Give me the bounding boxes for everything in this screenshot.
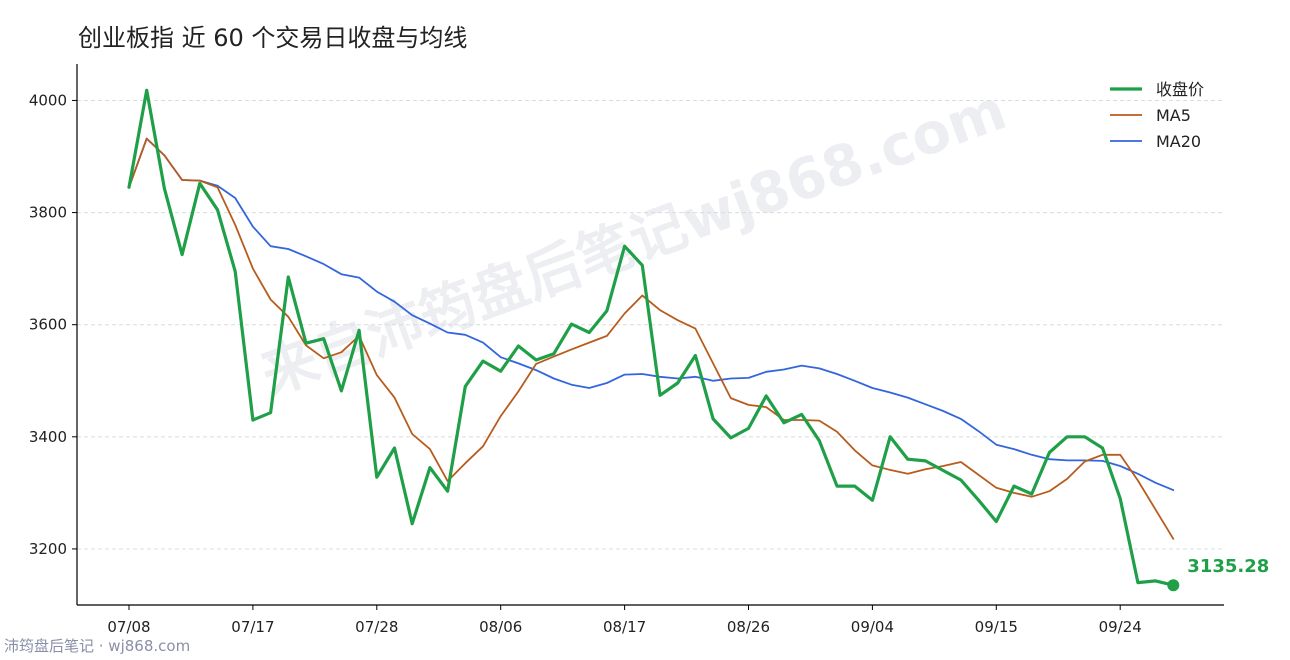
watermark-text: 来自沛筠盘后笔记wj868.com [253,77,1015,407]
grid-lines [77,99,1224,550]
footer-watermark: 沛筠盘后笔记 · wj868.com [4,637,191,655]
y-tick-label: 3200 [29,540,67,558]
chart-title: 创业板指 近 60 个交易日收盘与均线 [78,24,468,52]
series-line-close [127,88,1175,587]
legend: 收盘价 MA5 MA20 [1110,80,1204,151]
x-tick-label: 09/15 [975,618,1018,636]
x-axis-ticks: 07/08 07/17 07/28 08/06 08/17 08/26 09/04 09/15… [107,605,1142,636]
last-value-label: 3135.28 [1187,556,1269,577]
axes [76,64,1224,606]
legend-label: 收盘价 [1156,80,1204,99]
last-value-marker: 3135.28 [1167,556,1269,592]
y-tick-label: 3800 [29,204,67,222]
x-tick-label: 08/17 [603,618,646,636]
x-tick-label: 09/24 [1099,618,1142,636]
x-tick-label: 09/04 [851,618,894,636]
x-tick-label: 07/08 [107,618,150,636]
y-axis-ticks: 3200 3400 3600 3800 4000 [29,91,77,558]
y-tick-label: 3400 [29,428,67,446]
watermark: 来自沛筠盘后笔记wj868.com [253,77,1015,407]
legend-label: MA5 [1156,106,1191,125]
series-line-ma5 [128,137,1175,540]
legend-label: MA20 [1156,132,1201,151]
x-tick-label: 08/06 [479,618,522,636]
series-line-ma20 [128,137,1175,492]
x-tick-label: 07/28 [355,618,398,636]
y-tick-label: 4000 [29,91,67,109]
x-tick-label: 07/17 [231,618,274,636]
series-lines [127,88,1175,587]
y-tick-label: 3600 [29,316,67,334]
last-point-dot [1167,579,1180,592]
x-tick-label: 08/26 [727,618,770,636]
